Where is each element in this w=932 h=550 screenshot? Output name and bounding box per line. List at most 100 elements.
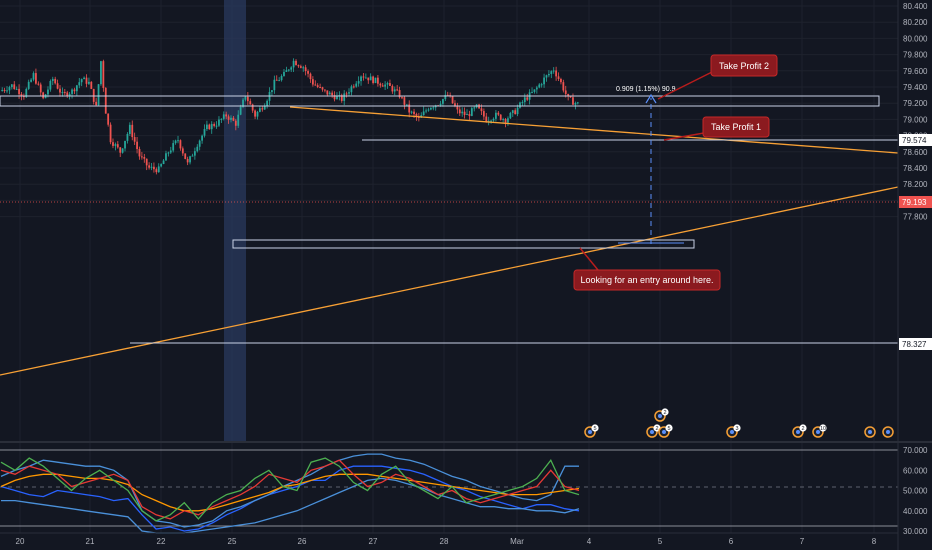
price-tick-label: 79.800 <box>903 51 928 60</box>
candle-body <box>80 79 83 83</box>
candle-body <box>552 70 555 72</box>
price-tick-label: 78.600 <box>903 148 928 157</box>
candle-body <box>507 118 509 123</box>
candle-body <box>254 110 256 117</box>
price-tick-label: 80.000 <box>903 34 928 43</box>
candle-body <box>324 89 326 91</box>
price-label-79574: 79.574 <box>899 134 932 146</box>
time-tick-label: 6 <box>729 537 734 546</box>
price-tick-label: 79.200 <box>903 99 928 108</box>
candle-body <box>547 74 550 76</box>
oscillator-line <box>0 459 580 520</box>
time-tick-label: 20 <box>16 537 25 546</box>
take-profit-2-note[interactable] <box>710 54 778 77</box>
candle-body <box>398 90 401 98</box>
candle-body <box>307 71 309 74</box>
candle-body <box>273 79 276 91</box>
candle-body <box>364 77 367 79</box>
take-profit-2-text: Take Profit 2 <box>719 61 769 71</box>
entry-zone[interactable] <box>232 239 695 249</box>
take-profit-2-pointer <box>657 71 713 100</box>
candle-body <box>350 86 353 93</box>
candle-body <box>499 114 502 120</box>
candle-body <box>285 70 288 72</box>
candle-body <box>482 111 485 117</box>
candle-body <box>309 73 312 80</box>
descending-trendline[interactable] <box>289 106 899 154</box>
candle-body <box>109 124 112 143</box>
candle-body <box>116 144 119 148</box>
entry-note-pointer <box>579 247 599 271</box>
entry-note[interactable] <box>573 269 721 291</box>
candle-body <box>523 97 526 103</box>
candle-body <box>463 111 466 116</box>
candle-body <box>1 89 4 92</box>
candle-body <box>444 94 447 100</box>
event-markers: 5 2 2 5 3 2 10 <box>584 408 894 438</box>
ascending-trendline[interactable] <box>0 186 899 376</box>
candle-body <box>10 84 13 88</box>
candle-body <box>535 87 538 90</box>
price-label-78327: 78.327 <box>899 338 932 350</box>
price-tick-label: 79.600 <box>903 67 928 76</box>
candle-body <box>345 93 348 95</box>
candle-body <box>333 95 336 100</box>
candle-body <box>422 111 425 116</box>
event-count-badge <box>819 424 827 432</box>
time-axis[interactable]: 20 21 22 25 26 27 28 Mar 4 5 6 7 8 <box>16 537 877 546</box>
candle-body <box>555 70 558 77</box>
candle-body <box>68 93 71 97</box>
candle-body <box>18 88 20 95</box>
candle-body <box>352 86 355 88</box>
candle-body <box>456 106 459 110</box>
take-profit-1-note[interactable] <box>702 116 770 138</box>
candle-body <box>206 124 208 130</box>
candle-body <box>427 109 430 111</box>
candle-body <box>85 77 88 84</box>
price-tick-label: 79.000 <box>903 115 928 124</box>
candle-body <box>157 166 160 173</box>
candle-body <box>343 93 346 101</box>
oscillator-tick-label: 70.000 <box>903 446 928 455</box>
candle-body <box>531 91 533 93</box>
candle-body <box>83 77 85 80</box>
candle-body <box>516 107 519 115</box>
candle-body <box>263 106 266 110</box>
candle-body <box>169 150 172 153</box>
candle-body <box>299 66 302 68</box>
event-marker-dot <box>650 430 654 434</box>
time-tick-label: 22 <box>157 537 166 546</box>
candle-body <box>429 107 432 110</box>
candle-body <box>316 85 319 88</box>
oscillator-tick-label: 40.000 <box>903 507 928 516</box>
candle-body <box>271 90 273 92</box>
event-count-label: 10 <box>820 426 826 432</box>
candle-body <box>569 96 572 98</box>
time-tick-label: Mar <box>510 537 524 546</box>
candle-body <box>104 87 107 114</box>
event-marker-dot <box>868 430 872 434</box>
take-profit-2-zone[interactable] <box>0 95 880 107</box>
time-tick-label: 4 <box>587 537 592 546</box>
candle-body <box>526 97 529 100</box>
candlestick-series <box>1 58 579 175</box>
candle-body <box>280 76 283 81</box>
oscillator-axis[interactable]: 70.000 60.000 50.000 40.000 30.000 <box>903 446 928 536</box>
candle-body <box>51 78 54 82</box>
event-marker-dot <box>662 430 666 434</box>
candle-body <box>148 165 151 168</box>
candle-body <box>497 112 500 115</box>
session-highlight <box>224 0 246 441</box>
candle-body <box>218 119 220 126</box>
candle-body <box>391 85 394 92</box>
candle-body <box>408 104 411 113</box>
candle-body <box>389 83 391 86</box>
candle-body <box>485 116 488 123</box>
event-count-label: 2 <box>663 410 666 416</box>
candle-body <box>102 61 105 88</box>
candle-body <box>220 118 223 120</box>
candle-body <box>227 116 230 120</box>
candle-body <box>193 151 196 156</box>
candle-body <box>362 76 365 78</box>
time-tick-label: 26 <box>298 537 307 546</box>
